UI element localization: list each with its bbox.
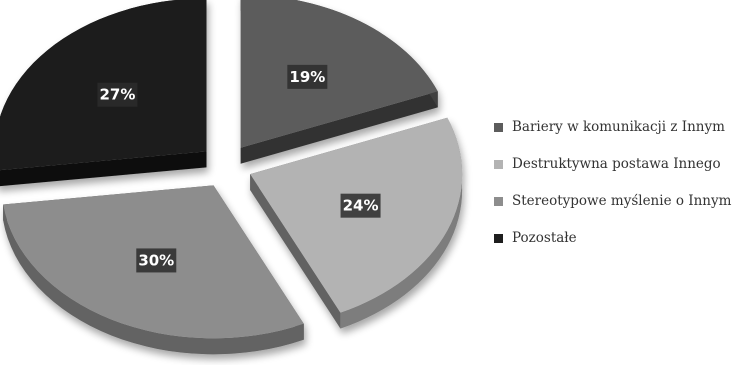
slice-value-label-1: 24% (340, 193, 381, 218)
slice-value-label-bg-1 (340, 193, 381, 218)
pie-slice-0 (240, 0, 438, 164)
legend-item-2: Stereotypowe myślenie o Innym (494, 192, 732, 210)
legend-label-3: Pozostałe (512, 230, 577, 246)
legend-swatch-3 (494, 233, 503, 243)
slice-value-text-3: 27% (99, 86, 135, 104)
legend-swatch-0 (494, 122, 503, 132)
pie-slice-0-top (240, 0, 438, 148)
slice-value-label-3: 27% (97, 82, 138, 107)
legend-item-1: Destruktywna postawa Innego (494, 155, 730, 173)
slice-value-label-2: 30% (136, 248, 177, 273)
slice-value-text-1: 24% (343, 197, 379, 215)
legend-label-2: Stereotypowe myślenie o Innym (512, 193, 732, 209)
legend-item-0: Bariery w komunikacji z Innym (494, 118, 730, 136)
slice-value-label-0: 19% (287, 64, 328, 89)
slice-value-label-bg-0 (287, 64, 328, 89)
legend-item-3: Pozostałe (494, 229, 730, 247)
legend-swatch-1 (494, 159, 503, 169)
legend-label-0: Bariery w komunikacji z Innym (512, 119, 725, 135)
slice-value-label-bg-3 (97, 82, 138, 107)
pie-slice-0-wall-1 (240, 91, 438, 164)
slice-value-text-0: 19% (289, 68, 325, 86)
legend: Bariery w komunikacji z Innym Destruktyw… (494, 118, 732, 266)
legend-swatch-2 (494, 196, 503, 206)
pie-slice-3-wall-0 (0, 151, 207, 187)
pie-slice-2-rim (3, 204, 304, 355)
legend-label-1: Destruktywna postawa Innego (512, 156, 721, 172)
slice-value-label-bg-2 (136, 248, 177, 273)
pie-slice-1-wall-1 (250, 174, 341, 329)
slice-value-text-2: 30% (138, 251, 174, 269)
